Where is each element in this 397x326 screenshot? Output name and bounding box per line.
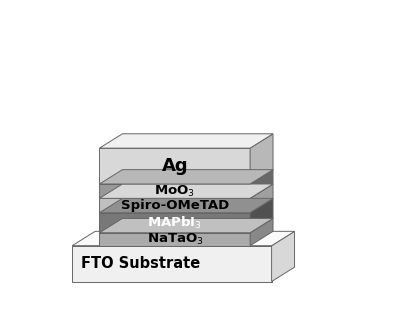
Polygon shape (250, 134, 273, 184)
Polygon shape (250, 170, 273, 198)
Polygon shape (272, 231, 295, 282)
Polygon shape (72, 246, 272, 282)
Polygon shape (72, 231, 295, 246)
Polygon shape (100, 198, 273, 213)
Polygon shape (250, 218, 273, 246)
Polygon shape (250, 184, 273, 213)
Polygon shape (100, 134, 273, 148)
Polygon shape (250, 198, 273, 233)
Text: MAPbI$_3$: MAPbI$_3$ (147, 215, 202, 231)
Text: Ag: Ag (162, 157, 188, 175)
Polygon shape (100, 184, 273, 198)
Polygon shape (100, 233, 250, 246)
Polygon shape (100, 218, 273, 233)
Text: NaTaO$_3$: NaTaO$_3$ (146, 232, 203, 247)
Text: FTO Substrate: FTO Substrate (81, 256, 200, 271)
Polygon shape (100, 213, 250, 233)
Text: MoO$_3$: MoO$_3$ (154, 184, 195, 199)
Polygon shape (100, 148, 250, 184)
Polygon shape (100, 170, 273, 184)
Polygon shape (100, 198, 250, 213)
Polygon shape (100, 184, 250, 198)
Text: Spiro-OMeTAD: Spiro-OMeTAD (121, 199, 229, 212)
